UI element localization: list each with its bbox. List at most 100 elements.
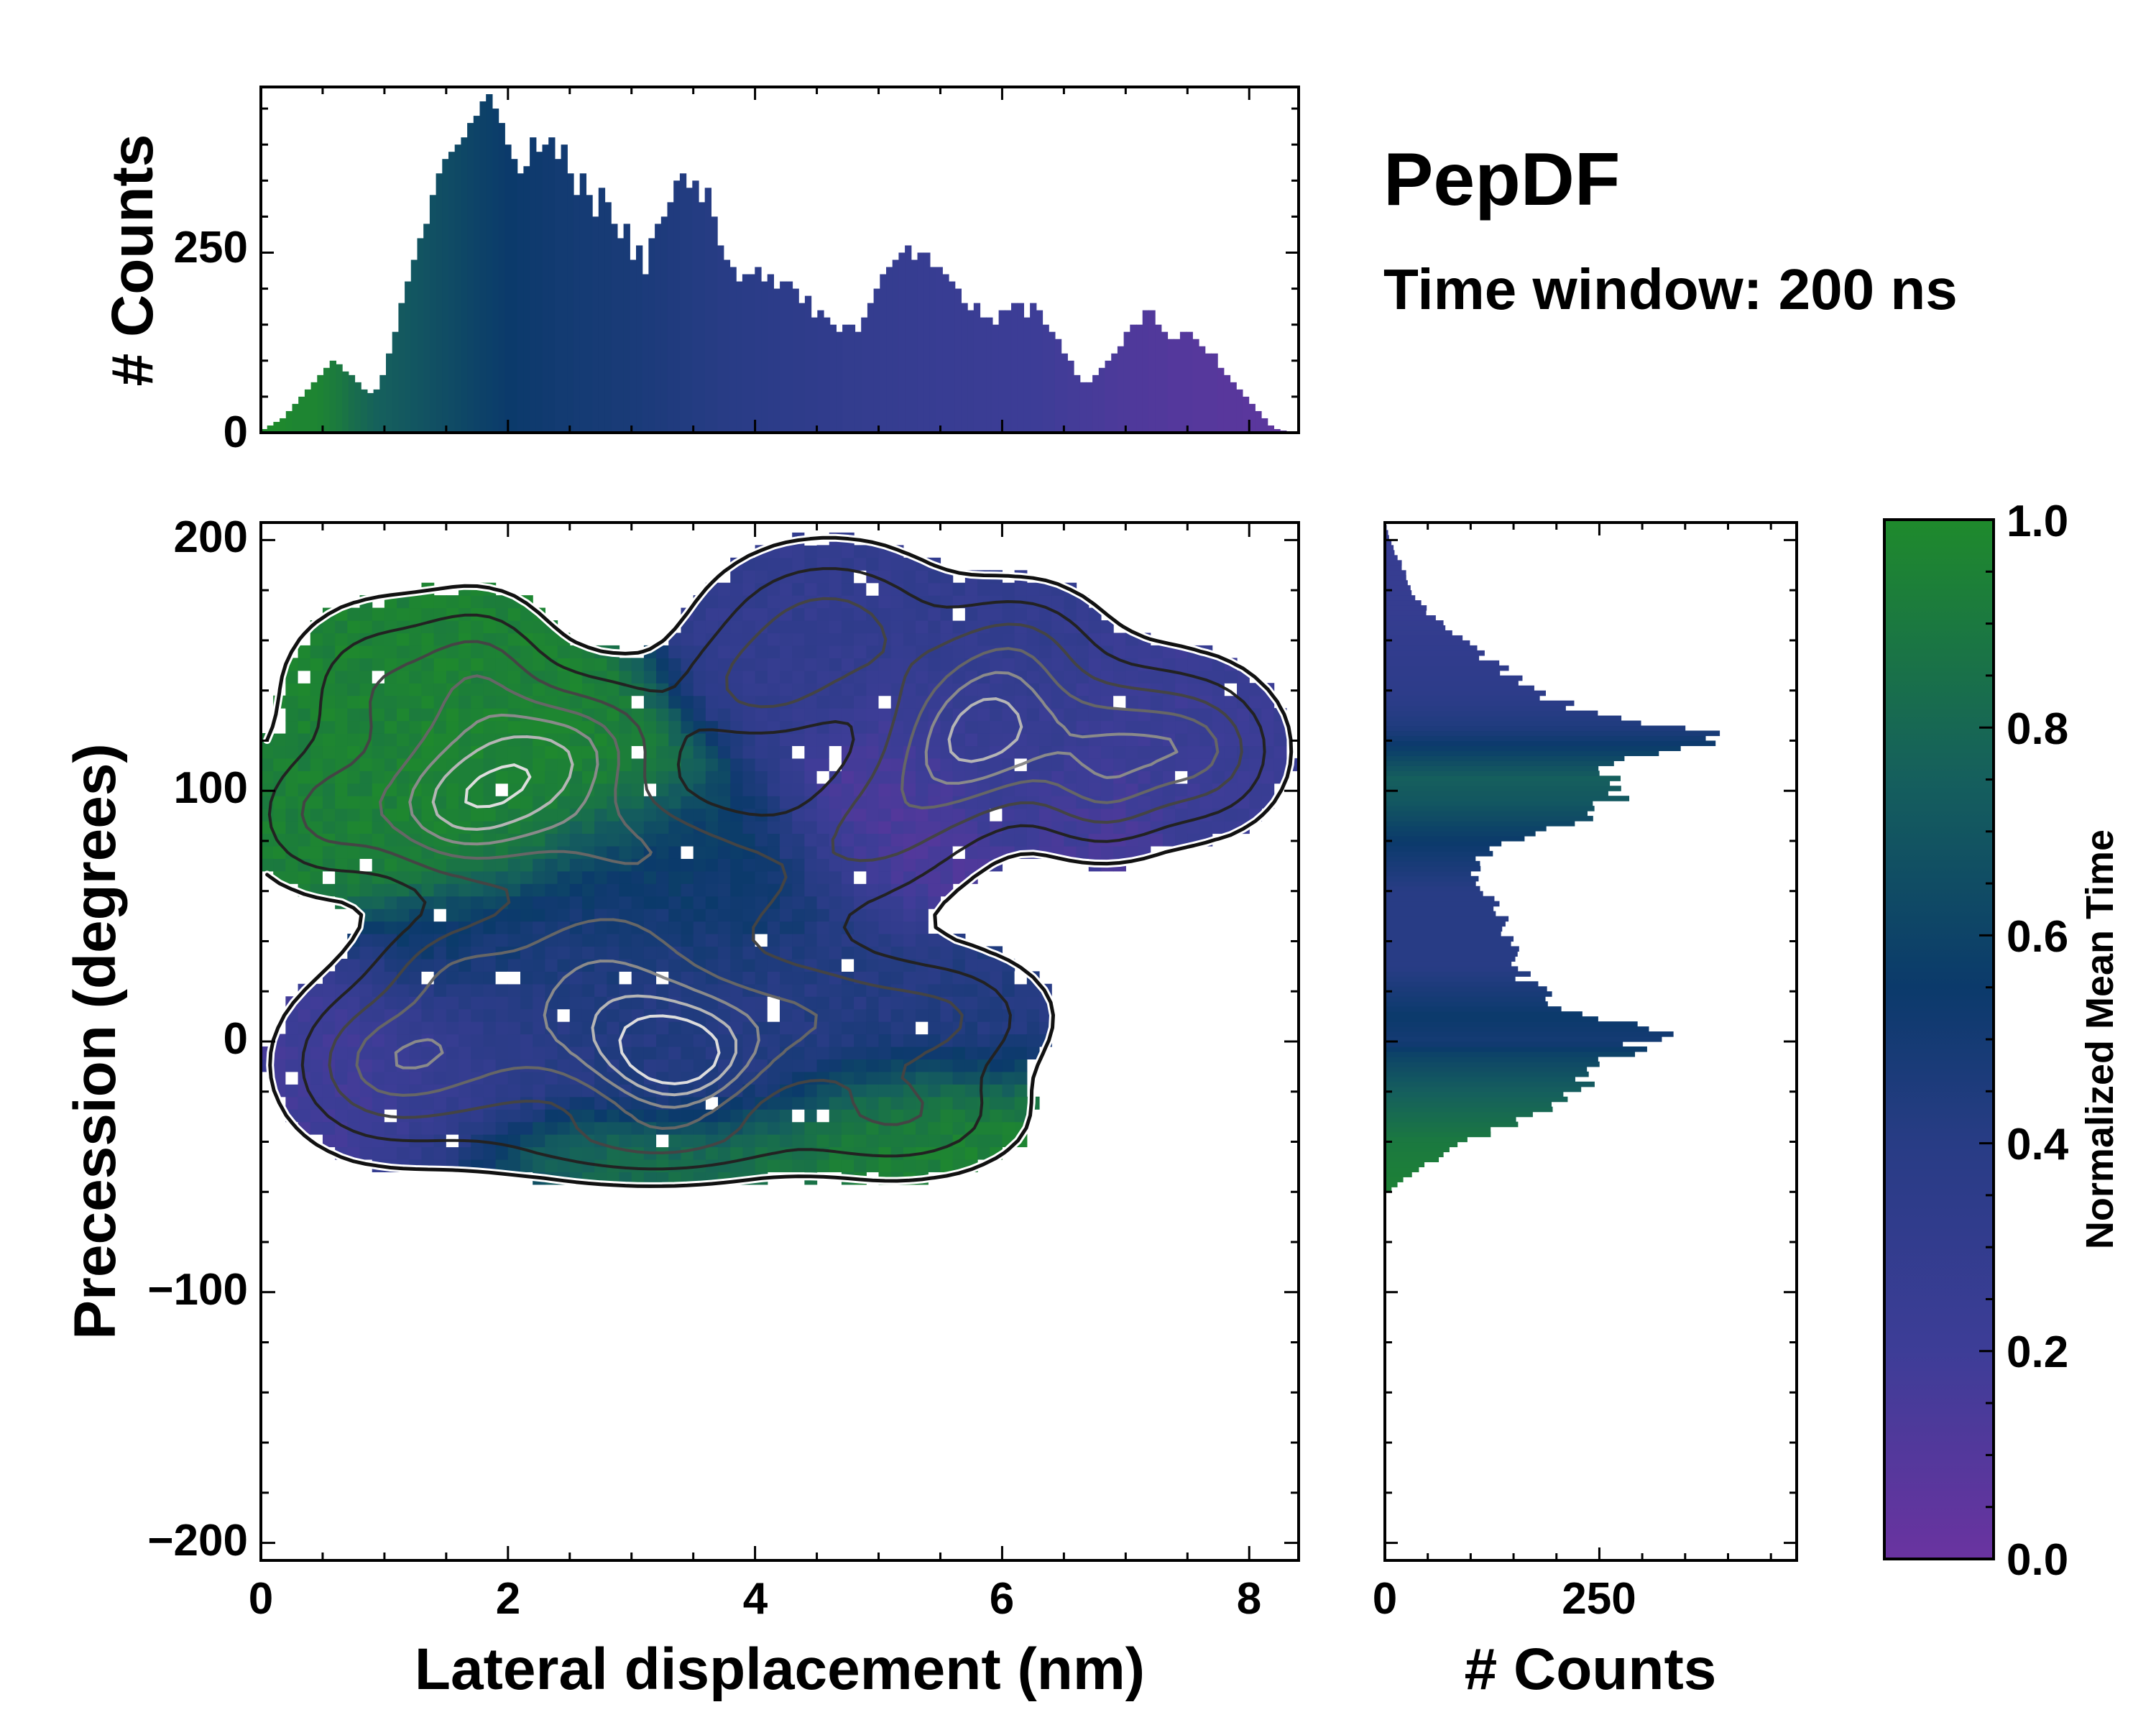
heatmap-cell: [1014, 607, 1028, 621]
top-hist-bar-116: [986, 317, 993, 433]
heatmap-cell: [446, 1046, 459, 1060]
top-hist-bar-140: [1136, 324, 1143, 433]
heatmap-cell: [421, 683, 435, 696]
heatmap-cell: [1113, 670, 1126, 684]
heatmap-cell: [903, 632, 916, 646]
heatmap-cell: [1138, 745, 1151, 759]
chart-subtitle: Time window: 200 ns: [1383, 257, 1958, 321]
top-hist-bar-129: [1067, 360, 1074, 433]
heatmap-cell: [421, 870, 435, 884]
heatmap-cell: [261, 808, 274, 822]
heatmap-cell: [854, 557, 867, 571]
heatmap-cell: [866, 582, 880, 596]
heatmap-cell: [310, 770, 323, 784]
heatmap-cell: [495, 971, 509, 985]
heatmap-cell: [372, 645, 385, 658]
heatmap-cell: [347, 1071, 361, 1085]
heatmap-cell: [446, 595, 459, 609]
heatmap-cell: [780, 620, 793, 634]
heatmap-cell: [569, 695, 583, 709]
heatmap-cell: [952, 983, 966, 997]
heatmap-cell: [359, 620, 373, 634]
heatmap-cell: [866, 934, 880, 947]
heatmap-cell: [507, 1109, 521, 1123]
heatmap-cell: [298, 670, 311, 684]
heatmap-cell: [829, 1021, 842, 1035]
top-hist-bar-6: [298, 396, 305, 433]
heatmap-cell: [1026, 632, 1040, 646]
heatmap-cell: [310, 808, 323, 822]
heatmap-cell: [780, 845, 793, 859]
heatmap-cell: [421, 670, 435, 684]
heatmap-cell: [767, 1034, 780, 1047]
heatmap-cell: [581, 996, 595, 1010]
heatmap-cell: [829, 1008, 842, 1022]
top-hist-bar-22: [398, 303, 405, 433]
heatmap-cell: [569, 934, 583, 947]
top-hist-bar-105: [917, 252, 924, 433]
heatmap-cell: [545, 758, 558, 771]
heatmap-cell: [507, 1084, 521, 1098]
heatmap-cell: [829, 1034, 842, 1047]
heatmap-cell: [780, 821, 793, 834]
heatmap-cell: [1051, 695, 1064, 709]
heatmap-cell: [928, 658, 941, 671]
heatmap-cell: [483, 1109, 497, 1123]
heatmap-cell: [569, 1146, 583, 1160]
heatmap-cell: [335, 1134, 348, 1148]
heatmap-cell: [767, 958, 780, 972]
heatmap-cell: [854, 833, 867, 847]
heatmap-cell: [322, 1034, 336, 1047]
right-hist-bar: [1385, 956, 1516, 962]
heatmap-cell: [890, 1096, 904, 1110]
heatmap-cell: [433, 758, 447, 771]
heatmap-cell: [520, 821, 533, 834]
heatmap-cell: [1187, 732, 1201, 747]
heatmap-cell: [866, 958, 880, 972]
right-hist-bar: [1385, 1096, 1568, 1103]
heatmap-cell: [372, 1046, 385, 1060]
heatmap-cell: [1199, 683, 1213, 696]
heatmap-cell: [705, 683, 719, 696]
top-hist-bar-15: [354, 382, 361, 433]
heatmap-cell: [298, 758, 311, 771]
top-hist-bar-133: [1092, 374, 1100, 433]
top-hist-bar-157: [1242, 396, 1250, 433]
heatmap-cell: [273, 821, 286, 834]
heatmap-cell: [916, 607, 929, 621]
heatmap-cell: [335, 683, 348, 696]
colorbar-tick-0.2: 0.2: [2007, 1328, 2068, 1377]
heatmap-cell: [990, 1134, 1003, 1148]
heatmap-cell: [878, 1134, 892, 1148]
heatmap-cell: [459, 883, 471, 897]
heatmap-cell: [631, 808, 645, 822]
heatmap-cell: [1026, 833, 1040, 847]
heatmap-cell: [533, 883, 545, 897]
heatmap-cell: [507, 607, 521, 621]
heatmap-cell: [372, 783, 385, 796]
heatmap-cell: [693, 783, 706, 796]
top-hist-bar-150: [1199, 346, 1206, 433]
heatmap-cell: [952, 1096, 966, 1110]
heatmap-cell: [656, 1021, 669, 1035]
heatmap-cell: [581, 1008, 595, 1022]
heatmap-cell: [507, 1071, 521, 1085]
right-hist-bar: [1385, 831, 1536, 837]
heatmap-cell: [755, 796, 768, 809]
heatmap-cell: [767, 1008, 780, 1022]
heatmap-cell: [705, 732, 719, 747]
heatmap-cell: [335, 1059, 348, 1072]
heatmap-cell: [841, 582, 854, 596]
top-hist-bar-135: [1105, 360, 1112, 433]
heatmap-cell: [854, 1059, 867, 1072]
heatmap-cell: [520, 1121, 533, 1135]
heatmap-cell: [557, 833, 571, 847]
heatmap-cell: [335, 870, 348, 884]
heatmap-cell: [693, 1121, 706, 1135]
heatmap-cell: [421, 958, 435, 972]
top-hist-bar-155: [1230, 382, 1237, 433]
right-hist-bar: [1385, 796, 1630, 801]
heatmap-cell: [940, 683, 954, 696]
heatmap-cell: [890, 670, 904, 684]
heatmap-cell: [952, 1109, 966, 1123]
